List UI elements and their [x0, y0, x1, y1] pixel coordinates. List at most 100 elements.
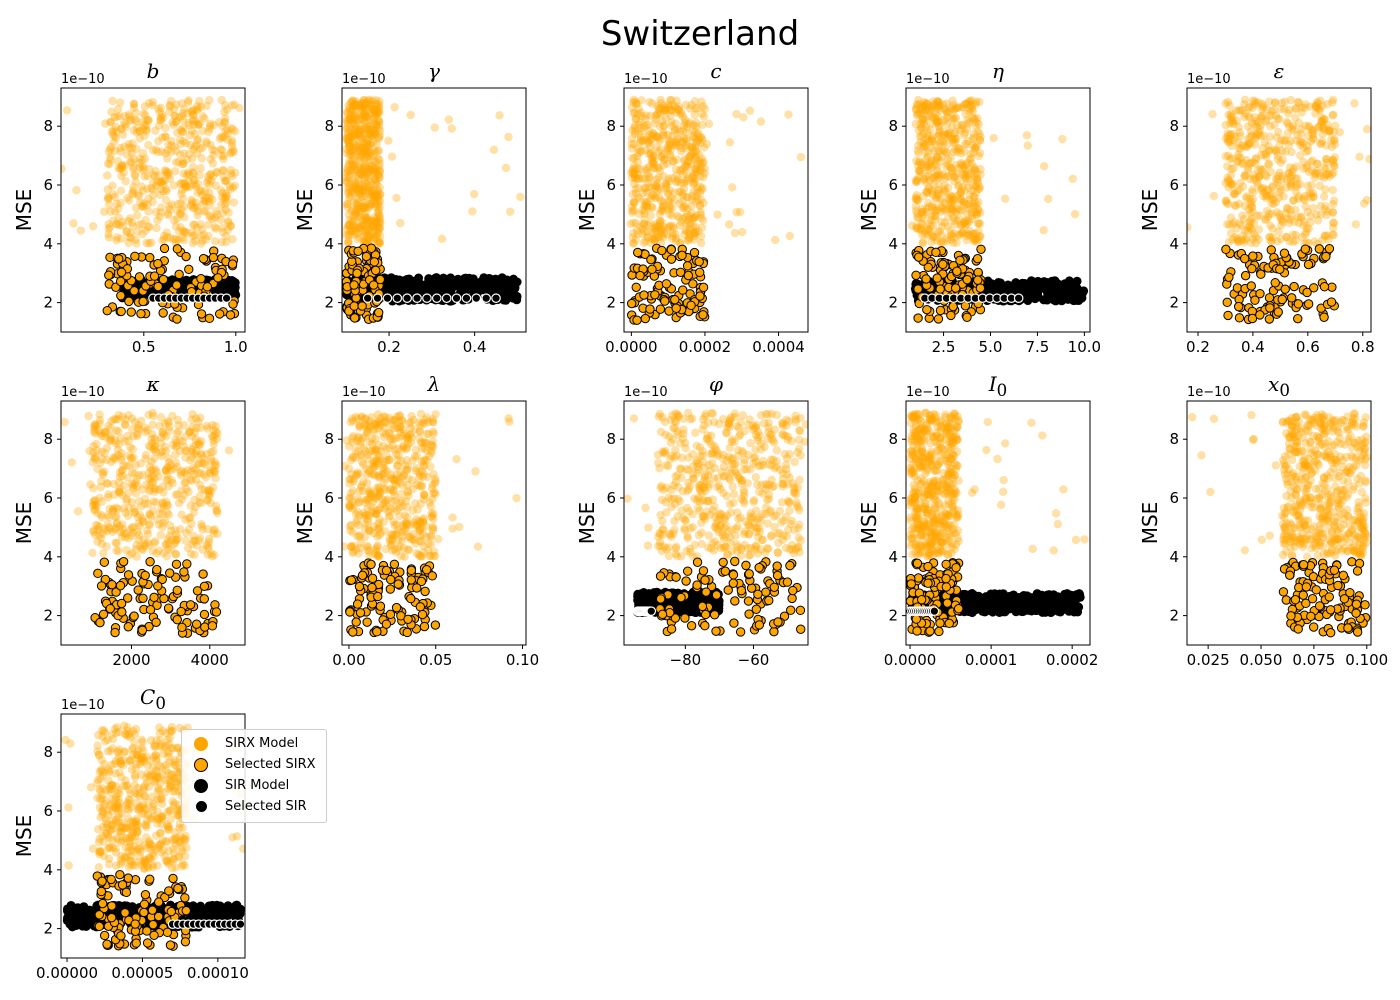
selected-sirx-point: [369, 257, 380, 267]
sirx-point: [648, 131, 658, 140]
sirx-point: [375, 223, 385, 233]
sirx-point: [756, 117, 766, 126]
sirx-point: [923, 131, 933, 140]
sirx-point: [693, 137, 702, 146]
selected-sir-point: [402, 293, 412, 303]
sirx-point: [360, 192, 370, 201]
sirx-point: [175, 436, 184, 445]
sirx-point: [673, 176, 682, 186]
sirx-point: [933, 117, 942, 126]
sirx-point: [1315, 106, 1325, 115]
sirx-point: [125, 233, 134, 242]
sirx-point: [937, 203, 946, 212]
sirx-point: [196, 144, 205, 153]
selected-sirx-point: [1277, 294, 1287, 305]
sirx-point: [344, 137, 353, 146]
sirx-point: [136, 459, 145, 468]
sirx-point: [203, 550, 212, 559]
sirx-point: [690, 97, 700, 106]
sirx-point: [631, 174, 641, 184]
sirx-point: [364, 176, 373, 186]
subplot-title: γ: [428, 59, 440, 83]
sirx-point: [140, 131, 149, 141]
sirx-point: [1265, 146, 1274, 155]
sirx-point: [968, 113, 977, 122]
sirx-point: [373, 104, 382, 114]
sirx-point: [1294, 97, 1303, 107]
sirx-point: [182, 470, 191, 479]
sirx-point: [923, 152, 932, 161]
sirx-point: [1277, 216, 1286, 225]
selected-sirx-point: [370, 265, 381, 276]
sirx-point: [911, 176, 920, 185]
sirx-point: [1315, 104, 1324, 113]
subplot-title-text: c: [710, 59, 722, 83]
selected-sirx-point: [666, 254, 677, 264]
sir-point: [409, 277, 419, 287]
sirx-point: [1249, 170, 1258, 180]
sirx-point: [1266, 191, 1275, 200]
selected-sirx-point: [202, 282, 213, 292]
sirx-point: [1240, 109, 1250, 118]
sirx-point: [934, 179, 943, 188]
sirx-point: [208, 214, 217, 224]
sirx-point: [361, 228, 370, 237]
sirx-point: [917, 123, 926, 132]
sirx-point: [118, 491, 127, 500]
sirx-point: [179, 227, 189, 237]
sirx-point: [1318, 129, 1327, 139]
sirx-point: [219, 155, 228, 164]
sirx-point: [1254, 98, 1263, 107]
sirx-point: [1304, 224, 1313, 233]
sirx-point: [694, 135, 704, 144]
sirx-point: [1282, 117, 1291, 127]
sirx-point: [665, 150, 675, 160]
sirx-point: [1265, 97, 1274, 106]
sirx-point: [1320, 163, 1329, 172]
sirx-point: [211, 181, 220, 190]
sirx-point: [922, 162, 931, 172]
sirx-point: [89, 498, 98, 507]
sirx-point: [1247, 203, 1257, 212]
sirx-point: [156, 203, 166, 212]
sirx-point: [225, 182, 234, 191]
sirx-point: [93, 537, 102, 546]
sirx-point: [184, 121, 194, 130]
sirx-point: [1284, 169, 1294, 178]
sirx-point: [927, 105, 937, 115]
sirx-point: [365, 105, 374, 114]
sirx-point: [921, 147, 930, 157]
sirx-point: [146, 512, 156, 521]
sirx-point: [366, 185, 376, 195]
sirx-point: [205, 180, 214, 189]
sirx-point: [369, 116, 379, 125]
sirx-point: [945, 204, 954, 214]
sirx-point: [188, 409, 197, 419]
sirx-point: [166, 460, 176, 470]
sirx-point: [691, 142, 700, 151]
sirx-point: [346, 115, 355, 124]
sir-point: [1045, 280, 1055, 290]
sirx-point: [690, 213, 699, 222]
sirx-point: [944, 172, 954, 181]
sirx-point: [640, 227, 649, 236]
sirx-point: [1255, 211, 1264, 220]
sirx-point: [359, 96, 369, 105]
sirx-point: [191, 182, 201, 191]
sirx-point: [209, 440, 218, 449]
sirx-point: [111, 133, 121, 143]
sir-point: [396, 278, 406, 288]
sirx-point: [689, 187, 698, 196]
sirx-point: [1234, 237, 1244, 246]
sirx-point: [102, 542, 111, 551]
sirx-point: [360, 118, 369, 127]
sirx-point: [921, 160, 931, 170]
sirx-point: [687, 208, 696, 218]
sirx-point: [91, 429, 100, 438]
sirx-point: [90, 454, 99, 463]
sirx-point: [374, 200, 383, 209]
sirx-point: [204, 534, 214, 544]
selected-sirx-point: [366, 243, 377, 253]
sirx-point: [369, 167, 379, 176]
sirx-point: [680, 176, 690, 186]
